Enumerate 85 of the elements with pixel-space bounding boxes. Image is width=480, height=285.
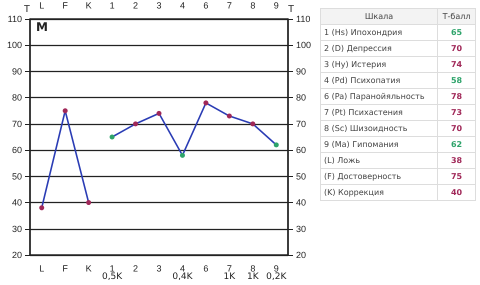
y-axis-title: T <box>24 4 30 16</box>
x-tick-label: 2 <box>133 264 138 274</box>
text: 0,2K <box>266 272 286 282</box>
data-label: 74 <box>438 56 476 72</box>
category-label: 2 (D) Депрессия <box>320 40 438 56</box>
y-tick-label: 70 <box>12 118 22 129</box>
data-label: 73 <box>438 104 476 120</box>
text: Шкала <box>320 8 438 24</box>
category-label: K <box>86 0 92 10</box>
text: 1K <box>224 272 236 282</box>
point <box>62 108 68 114</box>
point <box>203 100 208 106</box>
x-tick-label: 8 <box>250 264 256 274</box>
y2-axis-title: T <box>288 4 294 16</box>
x-tick-label: 9 <box>274 264 279 274</box>
text: 0,4K <box>172 272 193 282</box>
y-tick-label: 40 <box>12 198 22 208</box>
y2-tick-label: 60 <box>296 145 306 156</box>
point <box>39 205 44 210</box>
category-label: 8 <box>250 0 256 10</box>
x-tick-label: 4 <box>180 264 185 274</box>
y-tick-label: 110 <box>8 14 22 24</box>
annotation: M <box>36 20 48 34</box>
point <box>86 200 92 206</box>
category-label: 3 (Hy) Истерия <box>320 56 438 72</box>
category-label: 6 (Pa) Паранойяльность <box>320 88 438 104</box>
data-label: 62 <box>438 136 476 152</box>
category-label: 2 <box>133 0 138 10</box>
data-label: 78 <box>438 88 476 104</box>
point <box>133 121 138 126</box>
data-label: 70 <box>438 40 476 56</box>
category-label: 4 (Pd) Психопатия <box>320 72 438 88</box>
category-label: 7 (Pt) Психастения <box>320 104 438 120</box>
data-label: 75 <box>438 168 476 184</box>
x-tick-label: F <box>62 264 68 274</box>
point <box>250 121 256 126</box>
point <box>180 152 185 158</box>
text: Т-балл <box>438 8 476 24</box>
point <box>110 134 115 140</box>
category-label: (K) Коррекция <box>320 184 438 200</box>
y-tick-label: 20 <box>12 250 22 260</box>
category-label: (L) Ложь <box>320 152 438 168</box>
category-label: 4 <box>180 0 185 10</box>
y2-tick-label: 40 <box>296 198 306 208</box>
data-label: 65 <box>438 24 476 40</box>
text: 1K <box>246 272 259 282</box>
y2-tick-label: 20 <box>296 250 306 260</box>
category-label: 1 (Hs) Ипохондрия <box>320 24 438 40</box>
y-tick-label: 60 <box>12 145 22 156</box>
category-label: L <box>39 0 44 10</box>
y2-tick-label: 90 <box>296 66 306 76</box>
y2-tick-label: 30 <box>296 224 306 234</box>
category-label: 1 <box>110 0 115 10</box>
y-tick-label: 50 <box>12 171 22 182</box>
category-label: (F) Достоверность <box>320 168 438 184</box>
y2-tick-label: 110 <box>296 14 310 24</box>
x-tick-label: L <box>39 264 44 274</box>
y-tick-label: 100 <box>6 40 22 50</box>
x-tick-label: 6 <box>203 264 208 274</box>
point <box>226 114 232 119</box>
data-label: 40 <box>438 184 476 200</box>
data-label: 70 <box>438 120 476 136</box>
y-tick-label: 90 <box>12 66 22 76</box>
x-tick-label: 3 <box>156 264 162 274</box>
category-label: 9 (Ma) Гипомания <box>320 136 438 152</box>
category-label: 9 <box>274 0 279 10</box>
category-label: 3 <box>156 0 162 10</box>
x-tick-label: 1 <box>110 264 115 274</box>
y-tick-label: 80 <box>12 92 22 103</box>
y2-tick-label: 80 <box>296 92 306 103</box>
data-label: 38 <box>438 152 476 168</box>
y2-tick-label: 100 <box>296 40 312 50</box>
point <box>274 142 279 148</box>
category-label: F <box>62 0 68 10</box>
point <box>156 110 162 116</box>
y2-tick-label: 50 <box>296 171 306 182</box>
x-tick-label: K <box>86 264 92 274</box>
data-label: 58 <box>438 72 476 88</box>
category-label: 7 <box>226 0 232 10</box>
category-label: 6 <box>203 0 208 10</box>
x-tick-label: 7 <box>226 264 232 274</box>
y-tick-label: 30 <box>12 224 22 234</box>
y2-tick-label: 70 <box>296 118 306 129</box>
category-label: 8 (Sc) Шизоидность <box>320 120 438 136</box>
text: 0,5K <box>102 272 122 282</box>
